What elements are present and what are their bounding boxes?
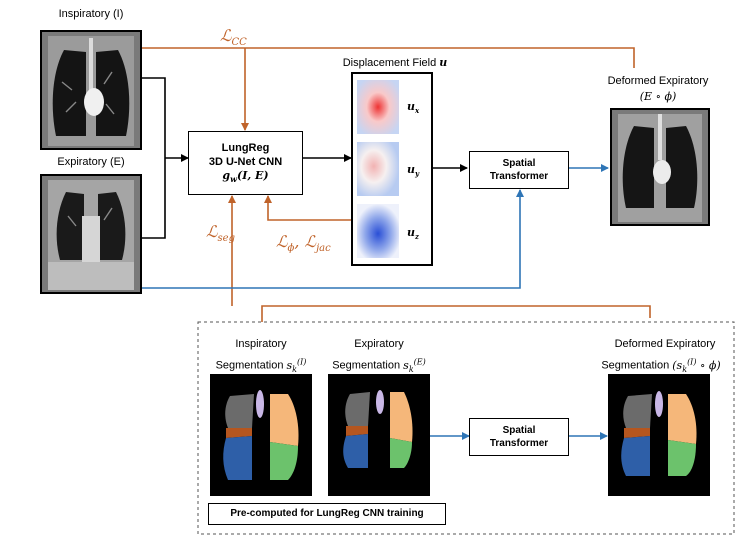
inspiratory-label: Inspiratory (I)	[58, 8, 124, 20]
precomputed-label: Pre-computed for LungReg CNN training	[230, 508, 424, 519]
displacement-field-title: Displacement Field u	[342, 56, 448, 69]
insp-segmentation-image	[210, 374, 312, 496]
spatial-transformer-top-line1: Spatial	[502, 158, 536, 169]
loss-cc-label: ℒCC	[220, 26, 247, 49]
spatial-transformer-top-line2: Transformer	[489, 171, 549, 182]
exp-segmentation-map	[330, 376, 428, 494]
spatial-transformer-box-top: Spatial Transformer	[469, 151, 569, 189]
lcc-line	[140, 47, 635, 68]
deformed-seg-subtitle: Segmentation (sk(I) ∘ ϕ)	[601, 357, 721, 374]
deformed-expiratory-formula: (E ∘ ϕ)	[639, 90, 677, 103]
expiratory-ct-image	[40, 174, 142, 294]
spatial-transformer-bottom-line2: Transformer	[489, 438, 549, 449]
exp-seg-subtitle: Segmentation sk(E)	[332, 357, 426, 374]
spatial-transformer-box-bottom: Spatial Transformer	[469, 418, 569, 456]
deformed-expiratory-scan	[612, 110, 708, 224]
precomputed-label-box: Pre-computed for LungReg CNN training	[208, 503, 446, 525]
u-y-label: uy	[407, 163, 420, 179]
deformed-expiratory-title: Deformed Expiratory	[607, 75, 709, 87]
lseg-line-bottom	[261, 305, 651, 322]
lungreg-subtitle: 3D U-Net CNN	[208, 156, 283, 168]
loss-seg-label: ℒseg	[206, 222, 235, 245]
exp-seg-title: Expiratory	[354, 338, 404, 350]
deformed-segmentation-image	[608, 374, 710, 496]
lungreg-cnn-box: LungReg 3D U-Net CNN gw(I, E)	[188, 131, 303, 195]
expiratory-label: Expiratory (E)	[57, 156, 125, 168]
displacement-field-panel	[351, 72, 433, 266]
precomputed-panel-border	[197, 321, 735, 535]
insp-to-cnn-line	[140, 77, 166, 239]
deformed-seg-title: Deformed Expiratory	[614, 338, 716, 350]
exp-to-transformer-line	[140, 189, 524, 289]
insp-seg-subtitle: Segmentation sk(I)	[215, 357, 307, 374]
insp-seg-title: Inspiratory	[235, 338, 287, 350]
spatial-transformer-bottom-line1: Spatial	[502, 425, 536, 436]
lphi-feedback-line	[264, 195, 351, 221]
inspiratory-ct-image	[40, 30, 142, 150]
displacement-field-maps	[357, 80, 399, 258]
u-z-label: uz	[407, 226, 419, 242]
lungreg-function: gw(I, E)	[222, 169, 269, 185]
exp-segmentation-image	[328, 374, 430, 496]
lungreg-title: LungReg	[221, 142, 270, 154]
expiratory-ct-scan	[42, 176, 140, 292]
deformed-expiratory-image	[610, 108, 710, 226]
inspiratory-ct-scan	[42, 32, 140, 148]
insp-segmentation-map	[212, 376, 310, 494]
loss-phi-jac-label: ℒϕ, ℒjac	[276, 232, 331, 255]
deformed-segmentation-map	[610, 376, 708, 494]
u-x-label: ux	[407, 100, 420, 116]
